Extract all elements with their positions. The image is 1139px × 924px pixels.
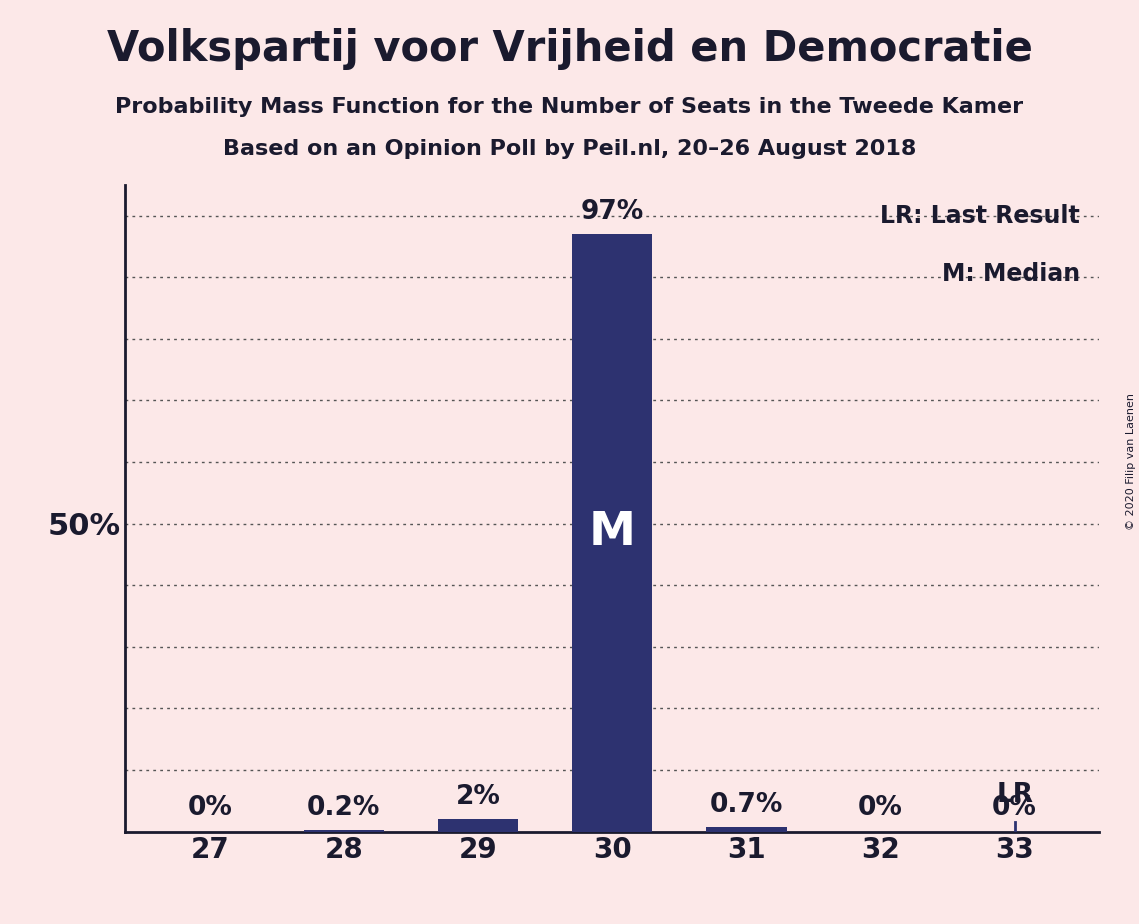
Text: 97%: 97% — [581, 199, 644, 225]
Text: LR: Last Result: LR: Last Result — [880, 204, 1080, 228]
Text: 0.2%: 0.2% — [308, 796, 380, 821]
Text: M: Median: M: Median — [942, 262, 1080, 286]
Bar — [572, 234, 653, 832]
Text: 0%: 0% — [858, 795, 903, 821]
Bar — [304, 831, 384, 832]
Text: LR: LR — [997, 783, 1033, 808]
Bar — [437, 820, 518, 832]
Bar — [706, 827, 787, 832]
Text: Probability Mass Function for the Number of Seats in the Tweede Kamer: Probability Mass Function for the Number… — [115, 97, 1024, 117]
Text: © 2020 Filip van Laenen: © 2020 Filip van Laenen — [1126, 394, 1136, 530]
Text: 0.7%: 0.7% — [710, 792, 782, 818]
Text: 0%: 0% — [187, 795, 232, 821]
Text: Based on an Opinion Poll by Peil.nl, 20–26 August 2018: Based on an Opinion Poll by Peil.nl, 20–… — [223, 139, 916, 159]
Text: Volkspartij voor Vrijheid en Democratie: Volkspartij voor Vrijheid en Democratie — [107, 28, 1032, 69]
Text: 0%: 0% — [992, 795, 1038, 821]
Text: M: M — [589, 510, 636, 555]
Text: 2%: 2% — [456, 784, 500, 810]
